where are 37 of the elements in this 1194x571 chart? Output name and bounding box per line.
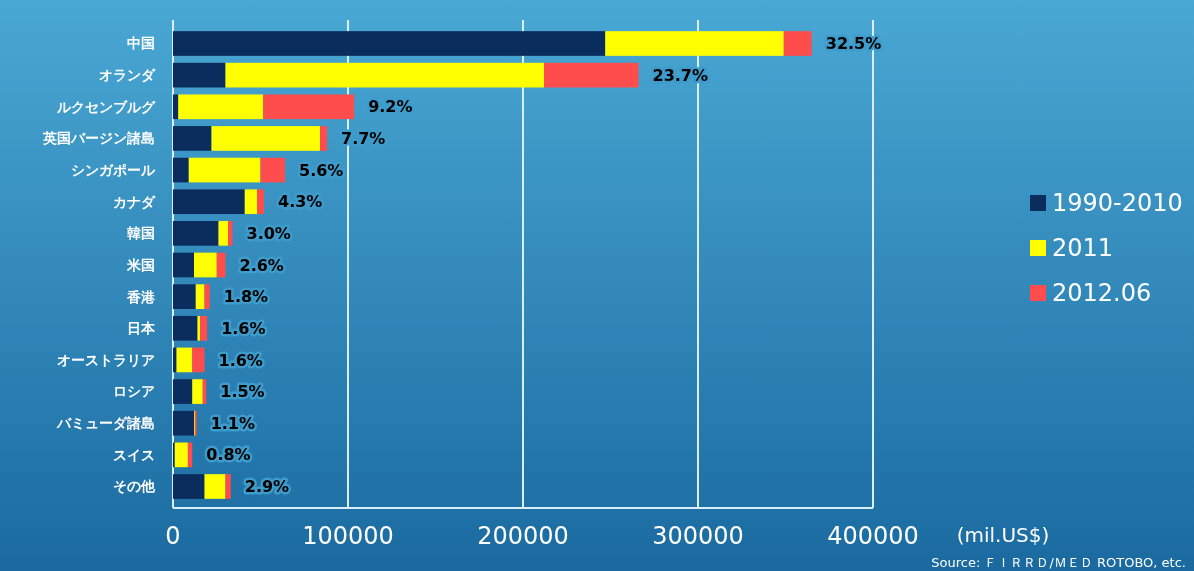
y-tick-label: 韓国 [127,225,155,242]
x-tick-label: 200000 [477,522,569,550]
y-tick-label: カナダ [113,193,156,210]
y-tick-label: スイス [113,446,155,463]
annotation: 0.8% [206,445,251,465]
annotation: 1.1% [210,413,255,433]
annotation: 1.5% [220,382,265,402]
y-tick-label: 米国 [126,256,155,273]
x-tick-label: 100000 [302,522,394,550]
source-note: Source: ＦＩＲＲＤ/ＭＥＤ ROTOBO, etc. [931,555,1186,570]
y-tick-label: その他 [113,478,156,495]
x-tick-label: 0 [165,522,181,550]
y-tick-label: バミューダ諸島 [56,415,155,432]
y-tick-label: オランダ [99,67,156,84]
annotation: 1.6% [221,318,266,338]
legend-label: 1990-2010 [1052,189,1183,218]
x-tick-label: 400000 [827,522,919,550]
legend-label: 2011 [1052,234,1114,263]
legend-label: 2012.06 [1052,279,1152,308]
y-tick-label: 香港 [126,288,156,305]
x-axis-title: (mil.US$) [956,523,1050,547]
y-tick-label: ルクセンブルグ [56,98,156,115]
annotation: 3.0% [246,223,291,243]
y-tick-label: ロシア [113,383,155,400]
x-tick-label: 300000 [652,522,744,550]
annotation: 2.9% [244,477,290,497]
y-tick-label: オーストラリア [57,351,155,368]
annotation: 4.3% [278,192,323,212]
annotation: 1.8% [223,287,269,307]
annotation: 2.6% [239,255,284,275]
y-tick-label: 日本 [127,320,156,337]
annotation: 9.2% [368,97,413,117]
annotation: 1.6% [218,350,263,370]
y-tick-label: 英国バージン諸島 [42,130,155,147]
annotation: 5.6% [299,160,344,180]
y-tick-label: シンガポール [71,161,156,178]
y-tick-label: 中国 [127,35,155,52]
